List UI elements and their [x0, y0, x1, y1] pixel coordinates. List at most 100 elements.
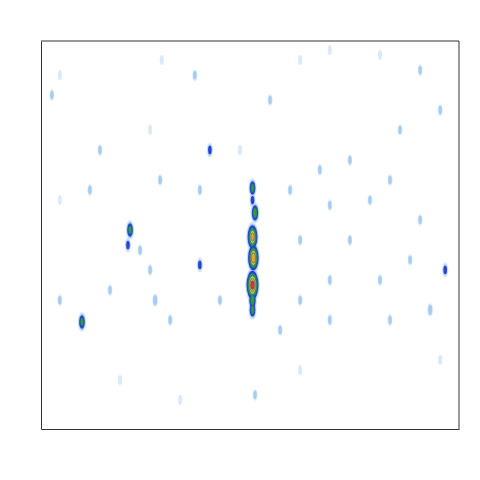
contour-level [378, 276, 382, 284]
contour-level [118, 375, 122, 385]
contour-level [108, 284, 113, 296]
contour-level [408, 256, 412, 264]
contour-level [98, 146, 102, 154]
contour-level [97, 144, 102, 156]
contour-level [168, 316, 172, 324]
contour-level [327, 199, 332, 211]
contour-level [298, 296, 302, 304]
contour-level [251, 184, 255, 192]
contour-level [207, 142, 213, 157]
contour-level [418, 214, 423, 226]
contour-level [328, 45, 332, 55]
contour-level [327, 314, 332, 326]
contour-level [298, 294, 303, 306]
contour-level [288, 186, 292, 194]
frame-top [41, 41, 459, 42]
contour-level [348, 236, 352, 244]
contour-level [253, 208, 257, 218]
contour-level [138, 246, 142, 254]
contour-level [58, 70, 62, 80]
contour-level [328, 276, 332, 284]
contour-level [252, 205, 258, 220]
contour-level [88, 186, 92, 194]
contour-level [148, 266, 152, 274]
contour-level [288, 184, 293, 196]
density-marks [49, 45, 448, 405]
contour-level [158, 176, 162, 184]
contour-level [80, 318, 84, 326]
contour-level [160, 55, 164, 65]
contour-level [249, 248, 257, 268]
contour-level [378, 50, 382, 60]
contour-level [388, 174, 393, 186]
contour-level [58, 195, 62, 205]
contour-level [248, 225, 258, 249]
contour-level [126, 241, 130, 249]
x-axis [42, 429, 460, 430]
contour-level [153, 295, 157, 305]
contour-level [278, 324, 283, 336]
contour-level [253, 391, 256, 399]
contour-level [378, 274, 383, 286]
contour-level [249, 276, 257, 294]
contour-level [247, 244, 259, 273]
contour-level [298, 55, 302, 65]
contour-level [251, 253, 255, 263]
contour-level [168, 314, 173, 326]
contour-level [443, 266, 447, 274]
contour-level [388, 314, 393, 326]
contour-level [268, 96, 272, 104]
contour-level [152, 293, 158, 306]
y-axis-line [41, 42, 42, 430]
contour-level [78, 312, 86, 332]
contour-level [251, 204, 259, 222]
contour-level [128, 226, 132, 234]
contour-level [197, 257, 203, 272]
contour-level [251, 196, 255, 204]
contour-level [148, 125, 152, 135]
contour-level [408, 254, 413, 266]
contour-level [217, 294, 222, 306]
contour-level [442, 262, 448, 277]
contour-level [87, 184, 92, 196]
contour-level [328, 201, 332, 209]
contour-level [438, 355, 442, 365]
contour-level [328, 316, 332, 324]
contour-level [250, 230, 256, 243]
contour-level [250, 295, 254, 305]
contour-level [388, 316, 392, 324]
contour-level [197, 259, 202, 271]
contour-level [368, 196, 372, 204]
contour-level [443, 264, 448, 276]
contour-level [368, 194, 373, 206]
contour-level [278, 326, 282, 334]
frame [41, 41, 460, 430]
contour-level [250, 181, 256, 194]
contour-level [249, 228, 257, 246]
contour-level [250, 278, 256, 291]
contour-level [249, 180, 256, 197]
frame-right [459, 41, 460, 429]
contour-level [79, 315, 85, 328]
contour-level [125, 238, 131, 253]
contour-level [327, 274, 332, 286]
contour-level [208, 146, 212, 154]
contour-level [318, 166, 322, 174]
contour-level [58, 296, 62, 304]
contour-level [268, 94, 273, 106]
contour-level [298, 236, 302, 244]
chart-container [0, 0, 480, 480]
contour-level [138, 244, 143, 256]
contour-level [438, 106, 442, 114]
contour-level [253, 389, 258, 401]
contour-level [317, 164, 322, 176]
contour-level [248, 245, 259, 270]
contour-level [78, 314, 85, 331]
contour-level [251, 233, 255, 241]
contour-level [148, 264, 153, 276]
contour-level [248, 273, 258, 297]
contour-level [251, 306, 255, 314]
contour-level [57, 294, 62, 306]
chart-svg [0, 0, 480, 480]
contour-level [427, 303, 433, 316]
